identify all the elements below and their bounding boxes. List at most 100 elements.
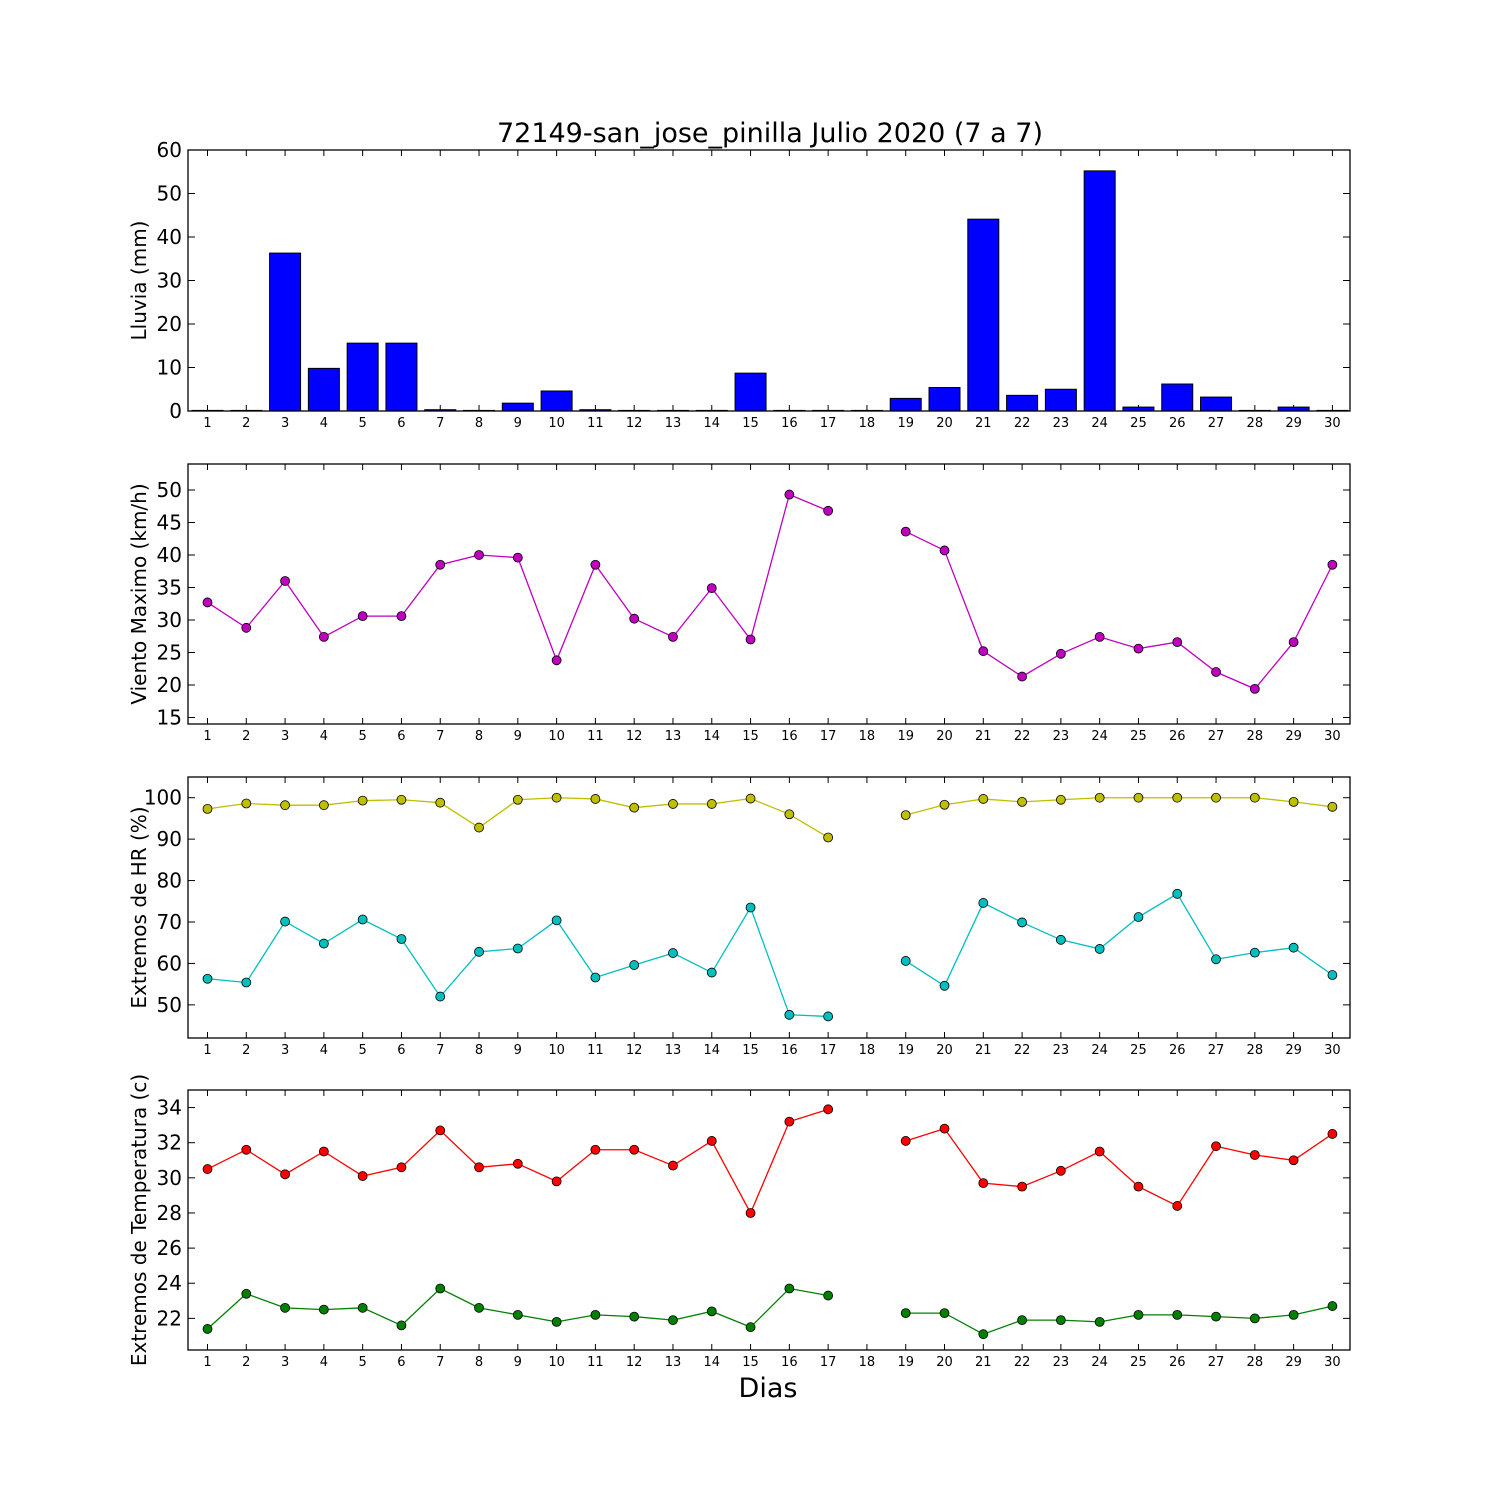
point-day-22 [1017, 917, 1027, 928]
point-day-5 [357, 611, 368, 621]
point-day-6 [396, 794, 407, 805]
point-day-28 [1249, 947, 1260, 958]
point-day-19 [900, 1136, 911, 1146]
point-day-6 [396, 934, 407, 944]
point-day-19 [900, 526, 911, 537]
y-tick-label: 70 [157, 910, 182, 934]
x-tick-label: 24 [1091, 416, 1108, 431]
bar-day-27 [1200, 396, 1233, 412]
x-tick-label: 18 [859, 416, 876, 431]
y-tick-label: 90 [157, 827, 182, 851]
x-tick-label: 27 [1208, 416, 1225, 431]
point-day-27 [1211, 667, 1221, 677]
x-tick-label: 9 [514, 416, 522, 431]
x-tick-label: 29 [1285, 1043, 1302, 1058]
bar-day-10 [540, 390, 573, 412]
point-day-5 [357, 1171, 368, 1181]
x-tick-label: 6 [397, 1043, 405, 1058]
x-tick-label: 28 [1247, 416, 1264, 431]
x-tick-label: 4 [320, 729, 328, 744]
x-tick-label: 1 [203, 416, 211, 431]
point-day-1 [202, 1164, 213, 1174]
point-day-12 [629, 1311, 640, 1322]
x-tick-label: 23 [1053, 1355, 1070, 1370]
point-day-14 [706, 1306, 717, 1317]
point-day-2 [241, 977, 252, 988]
x-tick-label: 11 [587, 1043, 604, 1058]
x-tick-label: 10 [548, 1355, 565, 1370]
x-tick-label: 30 [1324, 729, 1341, 744]
y-tick-label: 28 [157, 1201, 182, 1225]
series-line [905, 892, 1333, 987]
x-tick-label: 21 [975, 1355, 992, 1370]
point-day-8 [474, 550, 484, 560]
x-tick-label: 1 [203, 729, 211, 744]
y-tick-label: 30 [157, 1166, 182, 1190]
point-day-20 [939, 1123, 950, 1134]
x-tick-label: 19 [897, 416, 914, 431]
x-tick-label: 7 [436, 729, 444, 744]
x-tick-label: 15 [742, 729, 759, 744]
x-tick-label: 21 [975, 1043, 992, 1058]
x-tick-label: 13 [665, 1355, 682, 1370]
y-tick-label: 30 [157, 269, 182, 293]
bar-day-9 [501, 402, 534, 412]
y-tick-label: 45 [157, 511, 182, 535]
point-day-27 [1211, 792, 1221, 803]
point-day-10 [551, 915, 562, 926]
y-tick-label: 60 [157, 138, 182, 162]
x-tick-label: 17 [820, 1043, 837, 1058]
bar-day-5 [346, 342, 379, 412]
point-day-27 [1211, 954, 1221, 965]
x-tick-label: 19 [897, 729, 914, 744]
y-tick-label: 100 [144, 786, 182, 810]
y-tick-label: 15 [157, 706, 182, 730]
point-day-10 [551, 1176, 562, 1187]
point-day-2 [241, 798, 252, 809]
bar-day-3 [269, 252, 302, 412]
point-day-13 [668, 1160, 678, 1171]
x-tick-label: 5 [359, 729, 367, 744]
point-day-8 [474, 1302, 484, 1313]
y-axis-label: Lluvia (mm) [127, 221, 151, 341]
x-tick-label: 22 [1014, 729, 1031, 744]
x-tick-label: 16 [781, 1043, 798, 1058]
point-day-27 [1211, 1141, 1221, 1152]
x-tick-label: 26 [1169, 729, 1186, 744]
point-day-30 [1327, 970, 1338, 980]
point-day-30 [1327, 559, 1338, 570]
x-tick-label: 28 [1247, 729, 1264, 744]
x-tick-label: 14 [703, 1043, 720, 1058]
point-day-2 [241, 622, 252, 633]
point-day-17 [823, 1011, 834, 1022]
x-tick-label: 8 [475, 729, 483, 744]
x-tick-label: 4 [320, 416, 328, 431]
x-tick-label: 26 [1169, 1043, 1186, 1058]
y-tick-label: 0 [169, 399, 182, 423]
point-day-10 [551, 792, 562, 803]
y-axis-label: Viento Maximo (km/h) [127, 483, 151, 704]
point-day-26 [1172, 1309, 1183, 1320]
point-day-12 [629, 960, 640, 970]
bar-day-24 [1083, 170, 1116, 412]
point-day-12 [629, 613, 640, 624]
x-tick-label: 27 [1208, 1355, 1225, 1370]
point-day-8 [474, 1162, 484, 1173]
point-day-16 [784, 489, 795, 500]
point-day-24 [1094, 632, 1105, 642]
point-day-8 [474, 946, 484, 957]
point-day-16 [784, 809, 795, 820]
point-day-22 [1017, 671, 1027, 682]
point-day-1 [202, 1324, 213, 1334]
y-tick-label: 22 [157, 1306, 182, 1330]
x-tick-label: 18 [859, 1355, 876, 1370]
point-day-20 [939, 545, 950, 556]
point-day-29 [1288, 942, 1299, 953]
point-day-13 [668, 948, 678, 958]
x-tick-label: 16 [781, 416, 798, 431]
point-day-23 [1055, 794, 1066, 805]
point-day-13 [668, 1315, 678, 1326]
